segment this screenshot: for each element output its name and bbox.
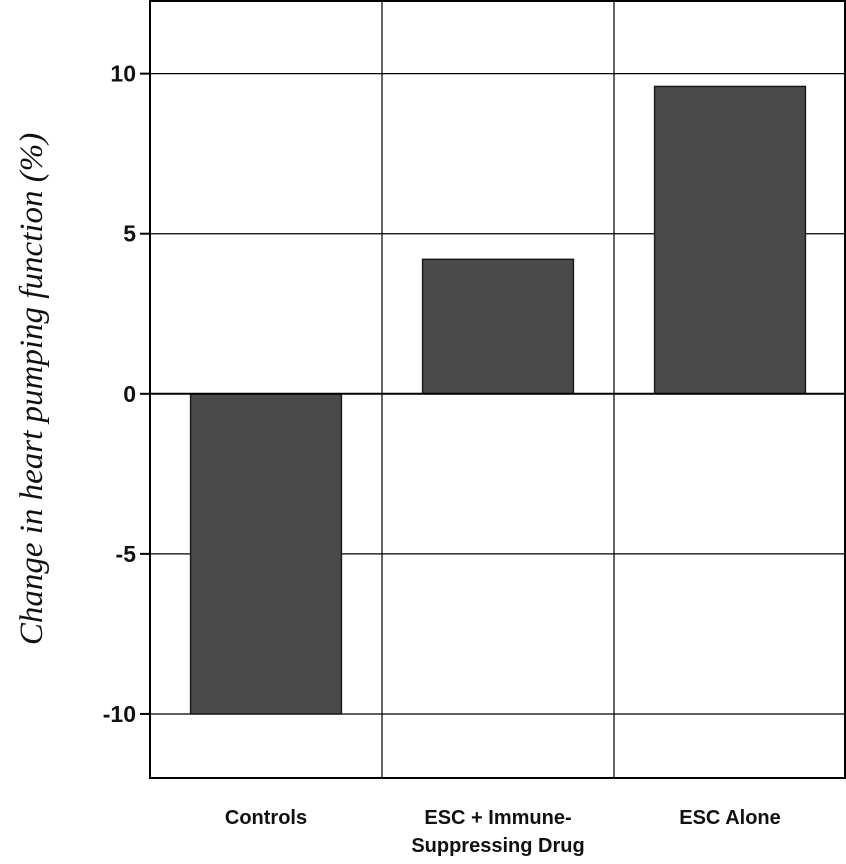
plot-frame [149,0,846,779]
y-tick-label: 10 [110,61,136,87]
x-tick-label: ESC Alone [679,807,781,829]
bars [189,85,807,715]
y-axis-ticks: 10 5 0 -5 -10 [103,61,150,727]
x-axis-labels: Controls ESC + Immune- Suppressing Drug ESC… [225,807,781,857]
y-axis-title: Change in heart pumping function (%) [14,133,50,645]
bar [421,258,575,395]
y-tick-label: 5 [123,221,136,247]
x-tick-label: Suppressing Drug [411,835,584,857]
y-tick-label: -10 [103,701,136,727]
y-tick-label: 0 [123,381,136,407]
x-tick-label: ESC + Immune- [424,807,571,829]
y-tick-label: -5 [116,541,137,567]
bar [189,393,343,715]
bar [653,85,807,395]
x-tick-label: Controls [225,807,307,829]
